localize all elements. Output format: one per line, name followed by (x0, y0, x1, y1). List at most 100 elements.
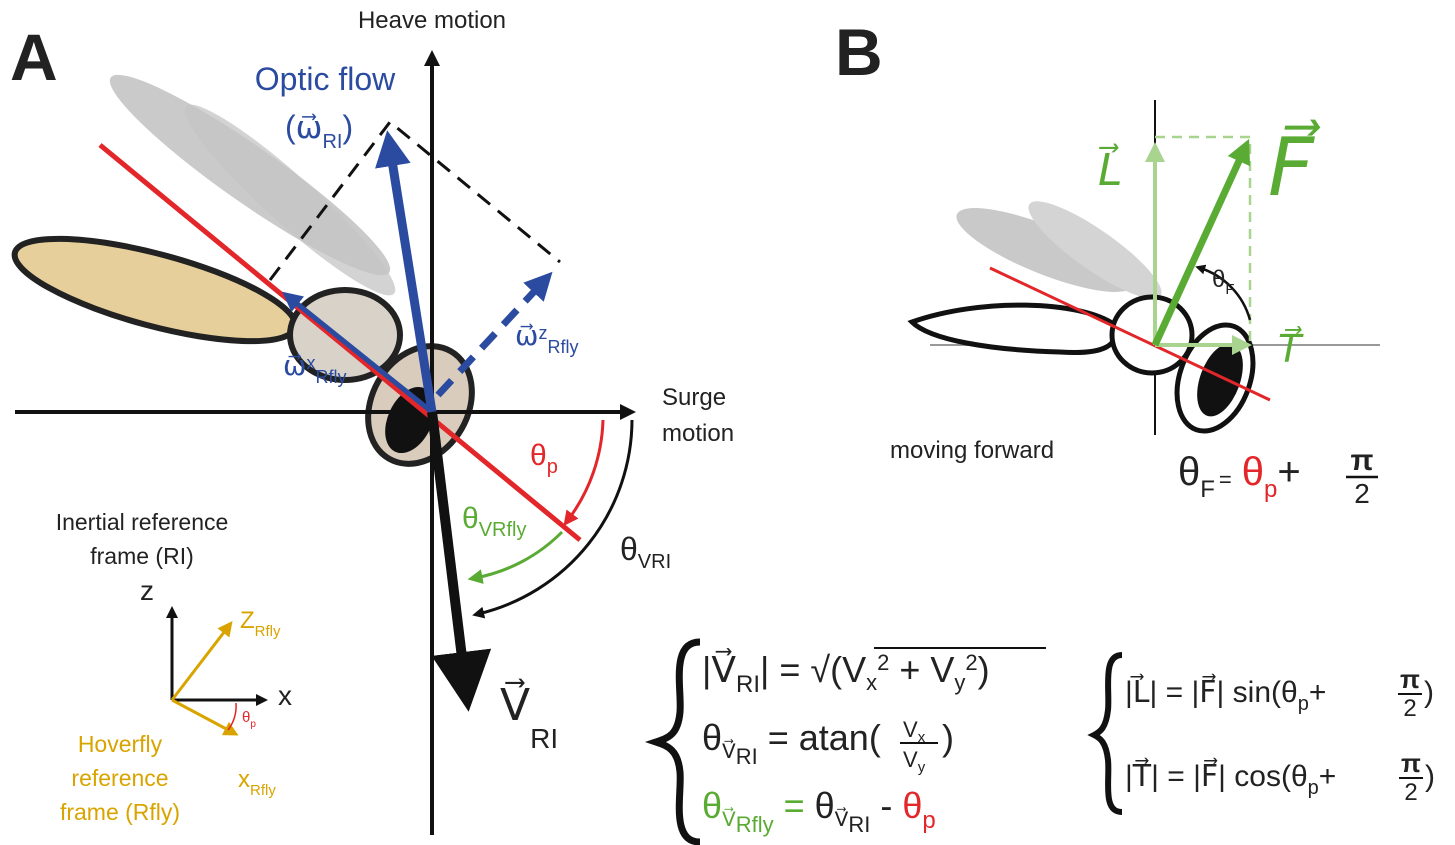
text-part: ) (978, 649, 990, 690)
panel-label: A (10, 20, 58, 94)
text-part: VRI (638, 551, 671, 573)
equation-line: θV⃗Rfly = θV⃗RI - θp (702, 785, 936, 837)
text-part: Rfly (315, 367, 346, 387)
text-part: p (922, 807, 935, 834)
text-part: y (954, 670, 965, 695)
legend-x-label: x (278, 680, 292, 711)
text-part: |T⃗| = |F⃗| cos(θ (1125, 758, 1308, 793)
text-part: θ (815, 785, 835, 826)
text-part: = (1219, 467, 1232, 492)
omega-ri-label: (ω⃗RI) (285, 109, 353, 153)
text-part: RI (848, 812, 870, 837)
velocity-label: V⃗RI (500, 678, 558, 754)
text-part: θ (530, 439, 547, 472)
text-part: p (1308, 777, 1319, 799)
fraction-denominator: 2 (1354, 478, 1370, 509)
fraction-denominator: 2 (1404, 779, 1417, 806)
text-part: z (538, 323, 547, 343)
moving-label: moving forward (890, 437, 1054, 464)
frame-ri-label: Inertial reference (56, 509, 229, 535)
frame-rfly-label: frame (Rfly) (60, 799, 180, 825)
legend-theta-label: θp (242, 709, 256, 730)
text-part: V (903, 747, 918, 772)
equation-line: θV⃗RI = atan( (702, 717, 881, 769)
lift-label: L⃗ (1098, 143, 1123, 195)
brace (1094, 655, 1122, 812)
text-part: 2 (965, 650, 977, 675)
text-part: - (870, 785, 902, 826)
text-part: x (238, 766, 250, 793)
panel-label: B (835, 15, 883, 89)
equation-line: |L⃗| = |F⃗| sin(θp+ (1125, 674, 1326, 715)
text-part: ) (342, 109, 353, 145)
text-part: + (1309, 676, 1327, 709)
thrust-label: T⃗ (1278, 326, 1304, 371)
fraction-denominator: Vy (903, 747, 926, 776)
text-part: ω⃗ (283, 350, 306, 381)
text-part: x (306, 353, 315, 373)
text-part: θ (620, 531, 638, 567)
theta-f-equation: θF=θp+ (1178, 450, 1301, 503)
text-part: F (1200, 476, 1215, 503)
text-part: = atan( (758, 717, 881, 758)
text-part: Rfly (255, 623, 281, 640)
theta-vrfly-label: θVRfly (462, 502, 526, 541)
equation-line: ) (1424, 676, 1434, 709)
text-part: θ (242, 709, 250, 726)
theta-f-label: θF (1212, 266, 1235, 298)
text-part: V⃗ (722, 806, 736, 831)
fraction-numerator: π (1401, 748, 1421, 778)
hoverfly-a-part (6, 218, 305, 363)
surge-label: motion (662, 420, 734, 447)
text-part: VRfly (479, 519, 527, 541)
text-part: p (1298, 693, 1309, 715)
text-part: x (866, 670, 877, 695)
theta-vri-label: θVRI (620, 531, 671, 573)
text-part: (ω⃗ (285, 109, 322, 145)
legend-theta-arc (228, 703, 236, 730)
text-part: θ (902, 785, 922, 826)
text-part: p (547, 456, 558, 478)
legend-xrfly-axis (172, 700, 232, 732)
text-part: + (1319, 760, 1337, 793)
text-part: RI (530, 723, 558, 754)
text-part: θ (1242, 450, 1264, 494)
equation-line: |T⃗| = |F⃗| cos(θp+ (1125, 758, 1336, 799)
text-part: p (1264, 476, 1277, 503)
figure: A Heave motion Surge motion Optic flow (… (0, 0, 1455, 845)
optic-flow-label: Optic flow (255, 61, 396, 97)
text-part: V⃗ (500, 678, 530, 730)
frame-ri-label: frame (RI) (90, 543, 194, 569)
text-part: Rfly (250, 782, 276, 799)
legend-z-label: z (140, 575, 154, 606)
legend-zrfly-axis (172, 627, 228, 700)
theta-p-arc (568, 420, 603, 520)
brace (656, 642, 700, 842)
theta-p-label: θp (530, 439, 558, 478)
legend-xrfly-label: xRfly (238, 766, 276, 799)
fraction-numerator: π (1400, 664, 1420, 694)
fraction-numerator: π (1351, 444, 1374, 477)
text-part: F (1225, 281, 1234, 298)
force-arrow (1155, 150, 1244, 345)
text-part: 2 (877, 650, 889, 675)
force-label: F⃗ (1268, 119, 1320, 212)
text-part: θ (1178, 450, 1200, 494)
text-part: p (250, 719, 256, 730)
omega-z-label: ω⃗zRfly (515, 320, 578, 357)
text-part: RI (736, 671, 760, 698)
body-axis (100, 145, 580, 540)
velocity-arrow (432, 412, 465, 682)
text-part: θ (462, 502, 479, 535)
legend-zrfly-label: ZRfly (240, 607, 281, 640)
text-part: RI (736, 744, 758, 769)
frame-rfly-label: reference (71, 765, 168, 791)
text-part: V⃗ (835, 806, 849, 831)
equation-line: ) (1425, 760, 1435, 793)
text-part: Rfly (547, 337, 578, 357)
text-part: Z (240, 607, 255, 634)
surge-label: Surge (662, 384, 726, 411)
text-part: θ (1212, 266, 1225, 293)
frame-rfly-label: Hoverfly (78, 731, 163, 757)
text-part: RI (322, 131, 342, 153)
